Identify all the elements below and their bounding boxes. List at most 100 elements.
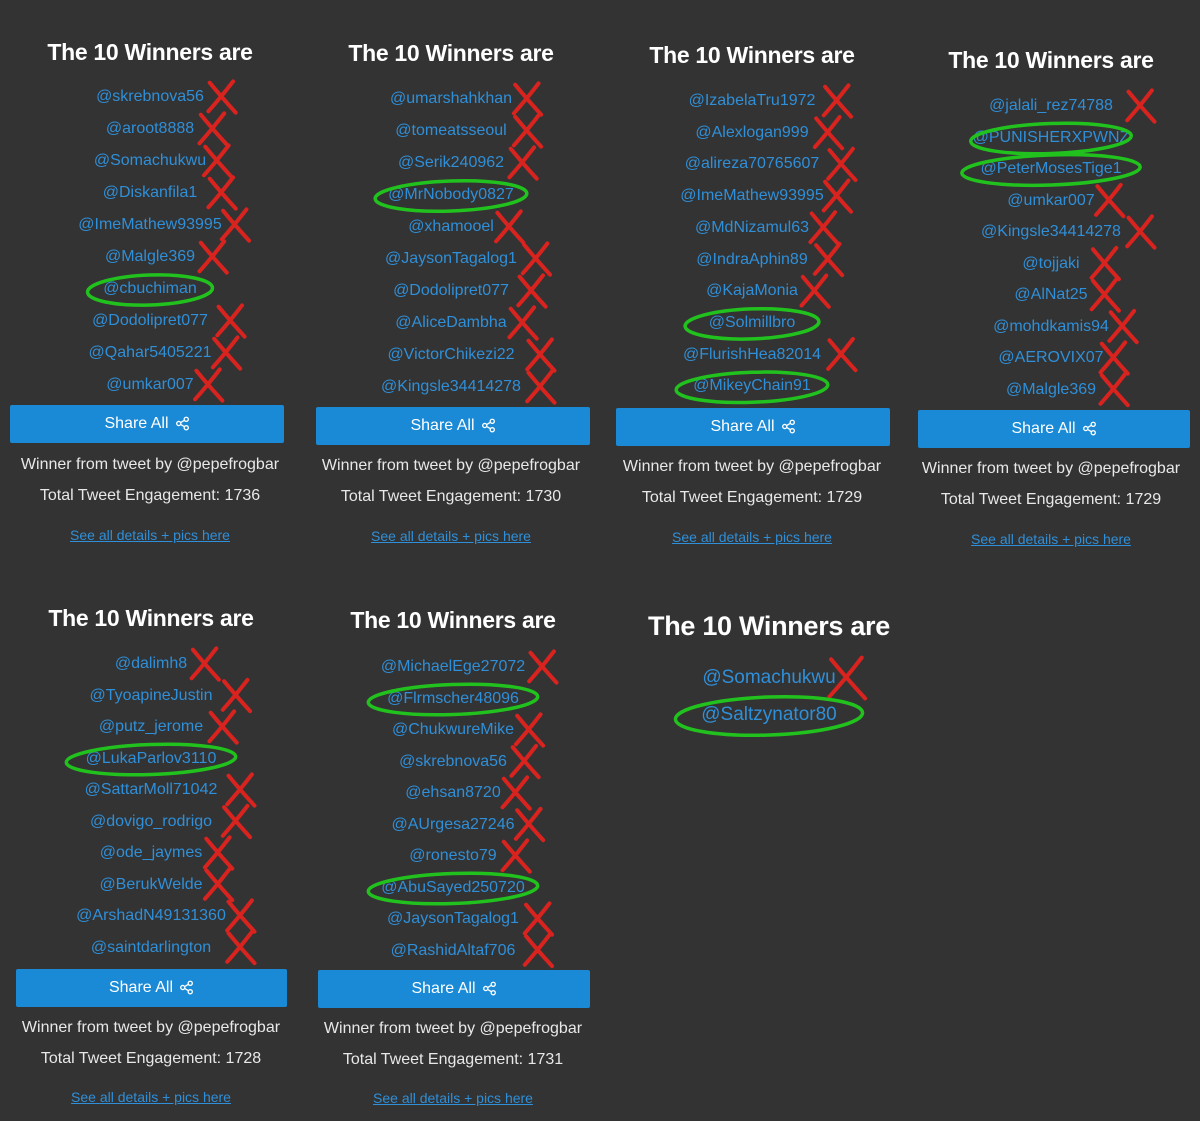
winner-handle[interactable]: @dovigo_rodrigo	[0, 806, 302, 838]
winner-handle-text[interactable]: @Diskanfila1	[102, 184, 198, 201]
winner-handle-text[interactable]: @skrebnova56	[96, 88, 204, 105]
winner-handle[interactable]: @skrebnova56	[302, 746, 604, 778]
winner-handle[interactable]: @AlNat25	[902, 279, 1200, 311]
winner-handle-text[interactable]: @saintdarlington	[90, 938, 212, 956]
winner-handle-text[interactable]: @Kingsle34414278	[381, 378, 521, 395]
winner-handle-text[interactable]: @umkar007	[106, 376, 194, 393]
winner-handle[interactable]: @ChukwureMike	[302, 714, 604, 746]
winner-handle[interactable]: @Somachukwu	[604, 662, 934, 694]
winner-handle[interactable]: @Malgle369	[902, 374, 1200, 406]
winner-handle[interactable]: @BerukWelde	[0, 869, 302, 901]
winner-handle[interactable]: @ehsan8720	[302, 777, 604, 809]
winner-handle-text[interactable]: @IndraAphin89	[696, 250, 808, 268]
winner-handle-text[interactable]: @alireza70765607	[684, 155, 820, 173]
winner-handle-text[interactable]: @FlurishHea82014	[682, 345, 822, 363]
winner-handle[interactable]: @FlurishHea82014	[602, 339, 902, 371]
winner-handle-text[interactable]: @ImeMathew93995	[78, 216, 222, 233]
winner-handle-text[interactable]: @dovigo_rodrigo	[89, 812, 213, 830]
winner-handle-text[interactable]: @MdNizamul63	[694, 218, 810, 236]
winner-handle[interactable]: @MichaelEge27072	[302, 651, 604, 683]
winner-handle-text[interactable]: @Flrmscher48096	[387, 689, 519, 707]
winner-handle-text[interactable]: @ChukwureMike	[391, 721, 515, 738]
winner-handle[interactable]: @PUNISHERXPWNZ	[902, 122, 1200, 154]
winner-handle-text[interactable]: @Somachukwu	[93, 152, 207, 169]
winner-handle[interactable]: @MrNobody0827	[300, 179, 602, 211]
winner-handle-text[interactable]: @AbuSayed250720	[381, 878, 525, 896]
see-details-link[interactable]: See all details + pics here	[672, 529, 832, 545]
winner-handle[interactable]: @Malgle369	[0, 241, 300, 273]
winner-handle[interactable]: @ode_jaymes	[0, 837, 302, 869]
winner-handle-text[interactable]: @umarshahkhan	[389, 90, 513, 107]
winner-handle-text[interactable]: @Solmillbro	[708, 313, 796, 331]
winner-handle[interactable]: @Serik240962	[300, 147, 602, 179]
winner-handle-text[interactable]: @MrNobody0827	[388, 186, 514, 203]
share-all-button[interactable]: Share All	[10, 405, 284, 443]
winner-handle-text[interactable]: @Alexlogan999	[695, 123, 809, 141]
winner-handle-text[interactable]: @ehsan8720	[405, 784, 501, 801]
winner-handle-text[interactable]: @dalimh8	[114, 655, 188, 672]
winner-handle[interactable]: @KajaMonia	[602, 275, 902, 307]
winner-handle-text[interactable]: @ImeMathew93995	[680, 187, 824, 205]
winner-handle[interactable]: @AUrgesa27246	[302, 809, 604, 841]
winner-handle[interactable]: @Dodolipret077	[0, 305, 300, 337]
winner-handle[interactable]: @JaysonTagalog1	[302, 903, 604, 935]
winner-handle-text[interactable]: @Dodolipret077	[393, 282, 509, 299]
winner-handle-text[interactable]: @IzabelaTru1972	[688, 92, 816, 109]
winner-handle-text[interactable]: @Kingsle34414278	[981, 223, 1121, 240]
winner-handle-text[interactable]: @AEROVIX07	[998, 349, 1104, 366]
winner-handle-text[interactable]: @LukaParlov3110	[85, 749, 217, 767]
winner-handle-text[interactable]: @Somachukwu	[702, 667, 836, 688]
winner-handle[interactable]: @PeterMosesTige1	[902, 153, 1200, 185]
winner-handle-text[interactable]: @PeterMosesTige1	[980, 160, 1122, 177]
winner-handle[interactable]: @aroot8888	[0, 113, 300, 145]
winner-handle[interactable]: @JaysonTagalog1	[300, 243, 602, 275]
winner-handle[interactable]: @jalali_rez74788	[902, 90, 1200, 122]
winner-handle[interactable]: @Qahar5405221	[0, 337, 300, 369]
winner-handle[interactable]: @VictorChikezi22	[300, 339, 602, 371]
winner-handle[interactable]: @IzabelaTru1972	[602, 85, 902, 117]
see-details-link[interactable]: See all details + pics here	[373, 1090, 533, 1106]
winner-handle-text[interactable]: @skrebnova56	[399, 752, 507, 770]
winner-handle[interactable]: @ArshadN49131360	[0, 900, 302, 932]
winner-handle-text[interactable]: @Malgle369	[1005, 380, 1097, 398]
winner-handle-text[interactable]: @AliceDambha	[395, 314, 507, 331]
winner-handle[interactable]: @cbuchiman	[0, 273, 300, 305]
winner-handle[interactable]: @RashidAltaf706	[302, 935, 604, 967]
winner-handle-text[interactable]: @MikeyChain91	[693, 377, 811, 395]
share-all-button[interactable]: Share All	[16, 969, 287, 1007]
winner-handle[interactable]: @tojjaki	[902, 248, 1200, 280]
winner-handle[interactable]: @tomeatsseoul	[300, 115, 602, 147]
winner-handle[interactable]: @xhamooel	[300, 211, 602, 243]
winner-handle-text[interactable]: @tojjaki	[1022, 254, 1080, 272]
winner-handle[interactable]: @IndraAphin89	[602, 244, 902, 276]
winner-handle[interactable]: @alireza70765607	[602, 148, 902, 180]
winner-handle-text[interactable]: @cbuchiman	[103, 280, 197, 297]
winner-handle-text[interactable]: @tomeatsseoul	[395, 122, 507, 139]
winner-handle-text[interactable]: @MichaelEge27072	[380, 658, 526, 675]
share-all-button[interactable]: Share All	[918, 410, 1190, 448]
winner-handle[interactable]: @AbuSayed250720	[302, 872, 604, 904]
winner-handle-text[interactable]: @xhamooel	[408, 218, 494, 235]
share-all-button[interactable]: Share All	[318, 970, 590, 1008]
winner-handle[interactable]: @umkar007	[902, 185, 1200, 217]
winner-handle-text[interactable]: @BerukWelde	[99, 875, 203, 893]
winner-handle-text[interactable]: @Qahar5405221	[88, 344, 212, 361]
winner-handle-text[interactable]: @putz_jerome	[98, 718, 204, 735]
winner-handle-text[interactable]: @ronesto79	[409, 847, 497, 864]
winner-handle[interactable]: @Diskanfila1	[0, 177, 300, 209]
winner-handle[interactable]: @Solmillbro	[602, 307, 902, 339]
see-details-link[interactable]: See all details + pics here	[971, 531, 1131, 547]
winner-handle-text[interactable]: @Saltzynator80	[701, 704, 837, 725]
winner-handle-text[interactable]: @AlNat25	[1014, 286, 1088, 303]
winner-handle-text[interactable]: @mohdkamis94	[993, 317, 1109, 335]
winner-handle-text[interactable]: @ArshadN49131360	[76, 907, 226, 924]
winner-handle[interactable]: @ronesto79	[302, 840, 604, 872]
winner-handle-text[interactable]: @umkar007	[1007, 191, 1095, 209]
winner-handle[interactable]: @TyoapineJustin	[0, 680, 302, 712]
winner-handle-text[interactable]: @SattarMoll71042	[84, 781, 218, 798]
winner-handle[interactable]: @AEROVIX07	[902, 342, 1200, 374]
winner-handle[interactable]: @LukaParlov3110	[0, 743, 302, 775]
winner-handle[interactable]: @umkar007	[0, 369, 300, 401]
winner-handle-text[interactable]: @KajaMonia	[706, 282, 798, 300]
see-details-link[interactable]: See all details + pics here	[70, 527, 230, 543]
